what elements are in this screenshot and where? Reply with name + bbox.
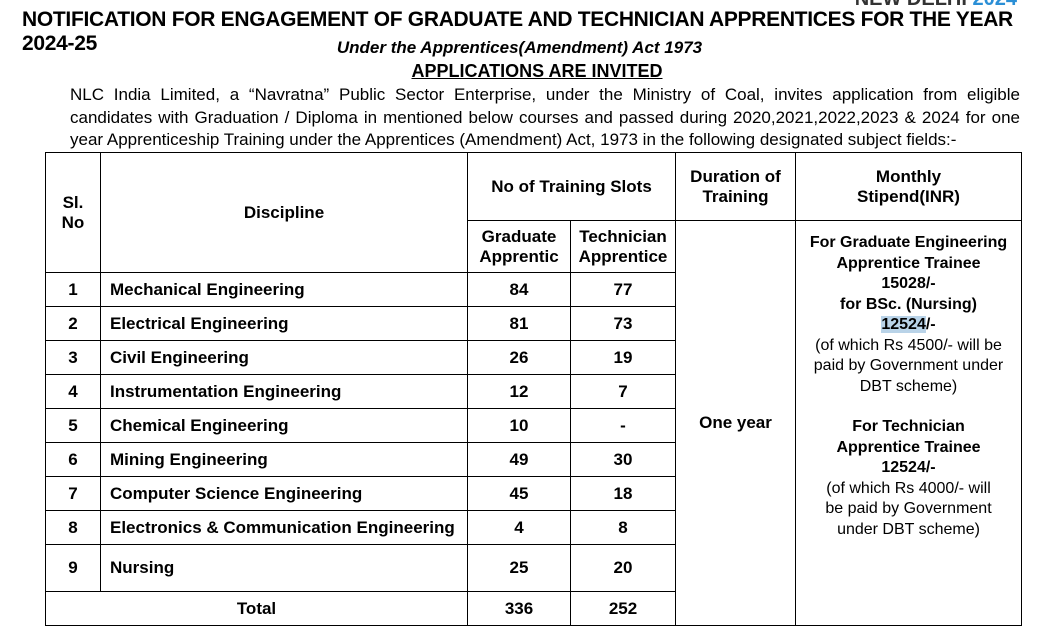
subtitle: Under the Apprentices(Amendment) Act 197…	[336, 38, 703, 57]
technician-slots: 30	[570, 442, 676, 477]
total-row: Total 336 252	[45, 591, 1022, 626]
sl-no: 2	[45, 306, 101, 341]
stipend-tech-label: For Technician Apprentice Trainee	[836, 418, 981, 456]
graduate-slots: 26	[467, 340, 571, 375]
sl-no: 6	[45, 442, 101, 477]
corner-header: NEW DELHI 2024	[855, 0, 1017, 11]
discipline: Chemical Engineering	[100, 408, 468, 443]
total-graduate: 336	[467, 591, 571, 626]
sl-no: 7	[45, 476, 101, 511]
discipline: Civil Engineering	[100, 340, 468, 375]
graduate-slots: 45	[467, 476, 571, 511]
stipend-tech-note: (of which Rs 4000/- will be paid by Gove…	[825, 479, 992, 538]
total-technician: 252	[570, 591, 676, 626]
header-graduate: Graduate Apprentic	[467, 220, 571, 273]
stipend-nursing-suffix: /-	[925, 316, 936, 333]
technician-slots: 19	[570, 340, 676, 375]
discipline: Mining Engineering	[100, 442, 468, 477]
technician-slots: 20	[570, 544, 676, 592]
header-training-slots: No of Training Slots	[467, 152, 676, 221]
stipend-nursing-label: for BSc. (Nursing)	[840, 295, 977, 313]
intro-paragraph: NLC India Limited, a “Navratna” Public S…	[70, 85, 1020, 149]
graduate-slots: 81	[467, 306, 571, 341]
graduate-slots: 10	[467, 408, 571, 443]
table-row: 8 Electronics & Communication Engineering…	[45, 510, 1022, 545]
stipend-grad-amount: 15028/-	[881, 275, 936, 292]
discipline: Mechanical Engineering	[100, 272, 468, 307]
table-row: 2 Electrical Engineering 81 73	[45, 306, 1022, 341]
table-row: 1 Mechanical Engineering 84 77	[45, 272, 1022, 307]
discipline: Computer Science Engineering	[100, 476, 468, 511]
sl-no: 9	[45, 544, 101, 592]
sl-no: 8	[45, 510, 101, 545]
graduate-slots: 25	[467, 544, 571, 592]
graduate-slots: 12	[467, 374, 571, 409]
stipend-grad-label: For Graduate Engineering Apprentice Trai…	[809, 234, 1008, 272]
stipend-tech-amount: 12524/-	[881, 459, 936, 476]
total-label: Total	[45, 591, 468, 626]
table-row: 7 Computer Science Engineering 45 18	[45, 476, 1022, 511]
discipline: Instrumentation Engineering	[100, 374, 468, 409]
sl-no: 5	[45, 408, 101, 443]
technician-slots: 77	[570, 272, 676, 307]
apprentice-slots-table: Sl. No Discipline No of Training Slots D…	[45, 152, 1022, 626]
sl-no: 3	[45, 340, 101, 375]
table-row: 6 Mining Engineering 49 30	[45, 442, 1022, 477]
sl-no: 4	[45, 374, 101, 409]
stipend-grad-note: (of which Rs 4500/- will be paid by Gove…	[813, 336, 1004, 395]
discipline: Nursing	[100, 544, 468, 592]
header-sl-no: Sl. No	[45, 152, 101, 273]
sl-no: 1	[45, 272, 101, 307]
technician-slots: 8	[570, 510, 676, 545]
technician-slots: -	[570, 408, 676, 443]
applications-invited: APPLICATIONS ARE INVITED	[411, 61, 663, 81]
notification-title: NOTIFICATION FOR ENGAGEMENT OF GRADUATE …	[22, 8, 1013, 55]
graduate-slots: 49	[467, 442, 571, 477]
header-technician: Technician Apprentice	[570, 220, 676, 273]
table-row: 5 Chemical Engineering 10-	[45, 408, 1022, 443]
header-stipend: Monthly Stipend(INR)	[795, 152, 1022, 221]
technician-slots: 7	[570, 374, 676, 409]
stipend-nursing-amount: 12524	[881, 316, 926, 333]
corner-year: 2024	[973, 0, 1018, 10]
graduate-slots: 4	[467, 510, 571, 545]
duration-cell: One year	[675, 220, 796, 626]
technician-slots: 73	[570, 306, 676, 341]
table-row: 3 Civil Engineering 26 19	[45, 340, 1022, 375]
header-discipline: Discipline	[100, 152, 468, 273]
technician-slots: 18	[570, 476, 676, 511]
discipline: Electronics & Communication Engineering	[100, 510, 468, 545]
discipline: Electrical Engineering	[100, 306, 468, 341]
stipend-cell: For Graduate Engineering Apprentice Trai…	[795, 220, 1022, 626]
header-duration: Duration of Training	[675, 152, 796, 221]
graduate-slots: 84	[467, 272, 571, 307]
corner-text: NEW DELHI	[855, 0, 967, 10]
